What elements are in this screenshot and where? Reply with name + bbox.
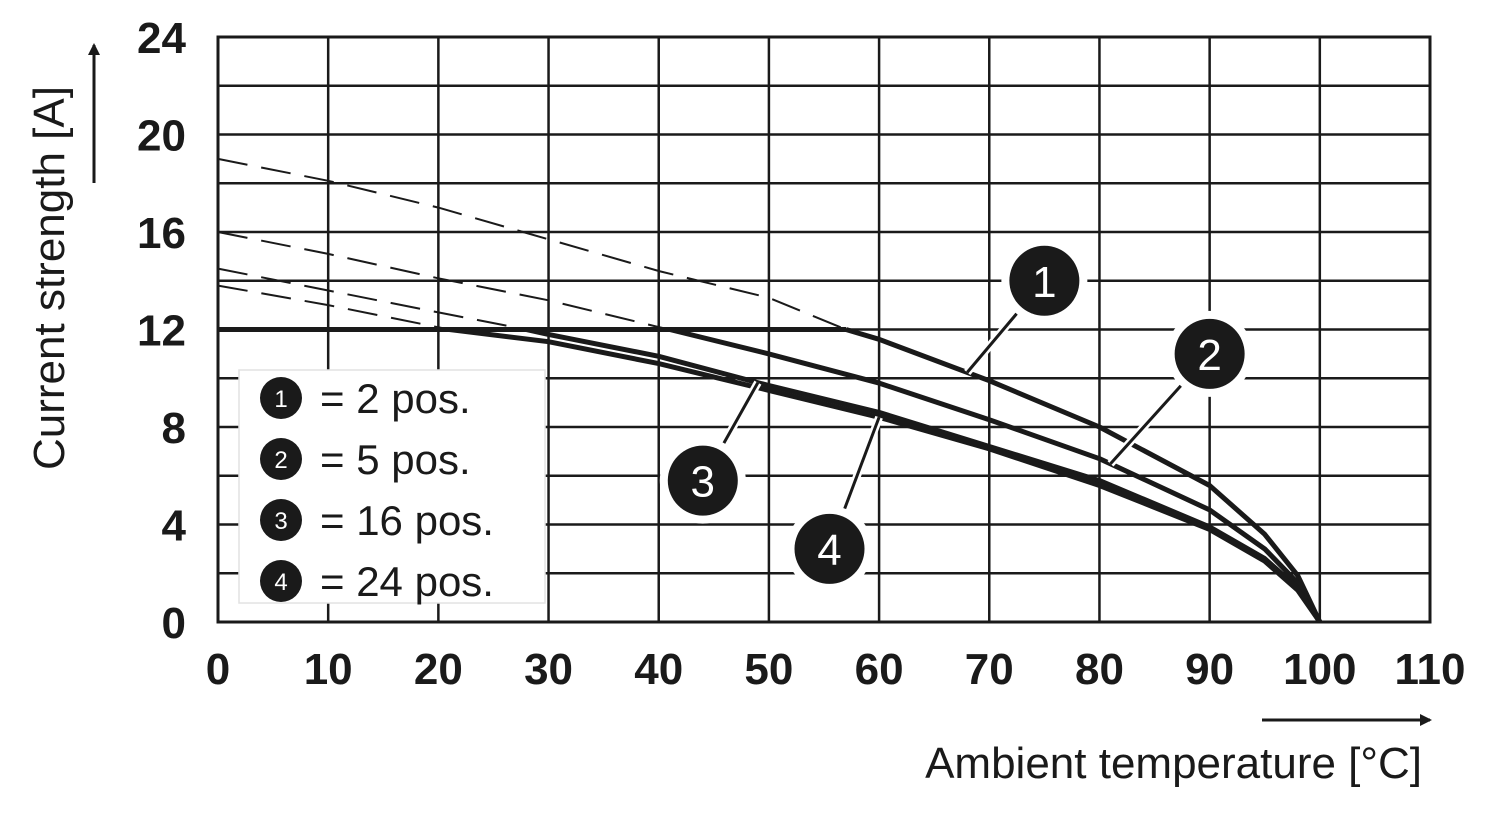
legend-entry: = 5 pos. (320, 436, 471, 483)
legend-marker-label: 2 (274, 447, 287, 474)
series-3-extrapolation (217, 267, 527, 331)
x-tick-label: 20 (414, 645, 463, 694)
y-tick-label: 4 (162, 502, 187, 551)
y-tick-label: 0 (162, 599, 186, 648)
y-tick-label: 20 (137, 112, 186, 161)
x-tick-label: 40 (634, 645, 683, 694)
x-tick-label: 50 (744, 645, 793, 694)
y-tick-label: 16 (137, 209, 186, 258)
marker-leader-line (722, 381, 760, 444)
curve-markers: 1 2 3 4 (659, 237, 1253, 592)
derating-curves (449, 327, 1323, 624)
series-4-extrapolation (217, 284, 450, 331)
series-3-marker-label: 3 (691, 458, 715, 507)
legend-marker-label: 4 (274, 569, 287, 596)
legend-marker (260, 438, 302, 480)
y-tick-label: 8 (162, 404, 186, 453)
marker-leader-line (1109, 384, 1182, 465)
x-tick-label: 90 (1185, 645, 1234, 694)
series-4-marker (794, 513, 865, 584)
legend-marker (260, 499, 302, 541)
series-2-line (669, 327, 1322, 624)
y-tick-label: 12 (137, 307, 186, 356)
legend-marker (260, 560, 302, 602)
x-tick-label: 30 (524, 645, 573, 694)
y-axis-title: Current strength [A] (25, 86, 74, 470)
legend-marker-label: 1 (274, 386, 287, 413)
series-4-line (449, 327, 1322, 624)
series-1-marker (1009, 245, 1080, 316)
legend-entry: = 2 pos. (320, 375, 471, 422)
legend-entry: = 24 pos. (320, 558, 494, 605)
x-tick-label: 110 (1395, 645, 1466, 694)
series-4-marker-label: 4 (817, 526, 841, 575)
series-1-marker-label: 1 (1032, 258, 1056, 307)
legend-marker-label: 3 (274, 508, 287, 535)
x-tick-label: 0 (206, 645, 230, 694)
legend: 1 = 2 pos. 2 = 5 pos. 3 = 16 pos. 4 = 24 pos. (238, 369, 546, 605)
x-axis-title: Ambient temperature [°C] (925, 739, 1422, 788)
x-tick-label: 80 (1075, 645, 1124, 694)
x-tick-label: 10 (304, 645, 353, 694)
y-tick-label: 24 (137, 14, 186, 63)
x-tick-label: 60 (855, 645, 904, 694)
series-2-marker (1174, 318, 1245, 389)
legend-entry: = 16 pos. (320, 497, 494, 544)
legend-marker (260, 377, 302, 419)
x-tick-label: 100 (1283, 645, 1356, 694)
series-1-line (845, 327, 1323, 624)
series-1-extrapolation (217, 157, 847, 331)
marker-leader-line (843, 416, 881, 510)
series-3-marker (667, 445, 738, 516)
x-tick-label: 70 (965, 645, 1014, 694)
marker-leader-line (966, 312, 1018, 374)
series-2-marker-label: 2 (1197, 331, 1221, 380)
